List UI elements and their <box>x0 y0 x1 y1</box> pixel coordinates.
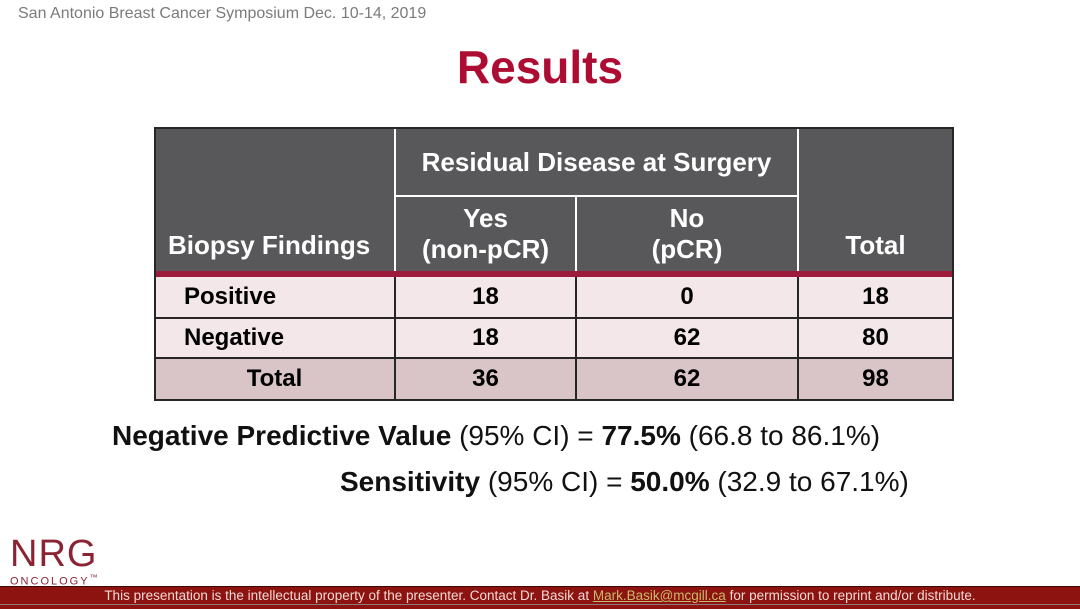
col-group-header-residual-disease: Residual Disease at Surgery <box>396 129 799 197</box>
table-row-total: Total 36 62 98 <box>156 357 952 399</box>
results-table-wrapper: Biopsy Findings Residual Disease at Surg… <box>154 127 954 401</box>
row-label-total: Total <box>156 357 396 399</box>
stat-sens-name: Sensitivity <box>340 466 488 497</box>
col-header-no-pcr: No (pCR) <box>577 197 799 271</box>
trademark-symbol: ™ <box>89 573 98 583</box>
col-header-yes-non-pcr: Yes (non-pCR) <box>396 197 577 271</box>
header-body-divider <box>156 271 952 277</box>
col-header-no-line1: No <box>669 202 705 233</box>
results-table: Biopsy Findings Residual Disease at Surg… <box>156 129 952 399</box>
stat-sensitivity: Sensitivity (95% CI) = 50.0% (32.9 to 67… <box>340 466 909 498</box>
conference-header: San Antonio Breast Cancer Symposium Dec.… <box>18 5 427 22</box>
stat-npv-name: Negative Predictive Value <box>112 420 460 451</box>
stat-npv-ci-range: (66.8 to 86.1%) <box>688 420 881 451</box>
banner-text-before: This presentation is the intellectual pr… <box>104 588 593 603</box>
row-label-positive: Positive <box>156 277 396 317</box>
stat-sens-value: 50.0% <box>630 466 718 497</box>
stat-sens-ci-label: (95% CI) = <box>487 466 631 497</box>
table-header-row-1: Biopsy Findings Residual Disease at Surg… <box>156 129 952 271</box>
cell-positive-yes: 18 <box>396 277 577 317</box>
cell-total-total: 98 <box>799 357 952 399</box>
page-title: Results <box>456 41 624 93</box>
col-header-yes-line1: Yes <box>463 202 508 233</box>
cell-negative-yes: 18 <box>396 317 577 357</box>
cell-total-no: 62 <box>577 357 799 399</box>
col-header-total: Total <box>799 129 952 271</box>
stat-npv-ci-label: (95% CI) = <box>459 420 602 451</box>
cell-total-yes: 36 <box>396 357 577 399</box>
nrg-logo-text: NRG <box>10 533 98 575</box>
nrg-oncology-logo: NRG ONCOLOGY™ <box>10 533 98 588</box>
row-header-biopsy-findings: Biopsy Findings <box>156 129 396 271</box>
row-label-negative: Negative <box>156 317 396 357</box>
table-header-row-2: Yes (non-pCR) No (pCR) <box>156 197 952 271</box>
col-header-yes-line2: (non-pCR) <box>421 234 550 264</box>
table-row-negative: Negative 18 62 80 <box>156 317 952 357</box>
cell-negative-no: 62 <box>577 317 799 357</box>
banner-text-after: for permission to reprint and/or distrib… <box>725 588 976 603</box>
email-link[interactable]: Mark.Basik@mcgill.ca <box>592 588 726 603</box>
banner-hairline <box>0 604 1080 605</box>
cell-positive-no: 0 <box>577 277 799 317</box>
nrg-logo-subtext: ONCOLOGY™ <box>10 573 98 588</box>
stat-npv-value: 77.5% <box>601 420 689 451</box>
nrg-oncology-label: ONCOLOGY <box>10 575 90 588</box>
copyright-banner: This presentation is the intellectual pr… <box>0 586 1080 609</box>
cell-positive-total: 18 <box>799 277 952 317</box>
table-row-positive: Positive 18 0 18 <box>156 277 952 317</box>
col-header-no-line2: (pCR) <box>651 234 723 264</box>
cell-negative-total: 80 <box>799 317 952 357</box>
stat-sens-ci-range: (32.9 to 67.1%) <box>717 466 909 497</box>
stat-negative-predictive-value: Negative Predictive Value (95% CI) = 77.… <box>112 420 880 452</box>
